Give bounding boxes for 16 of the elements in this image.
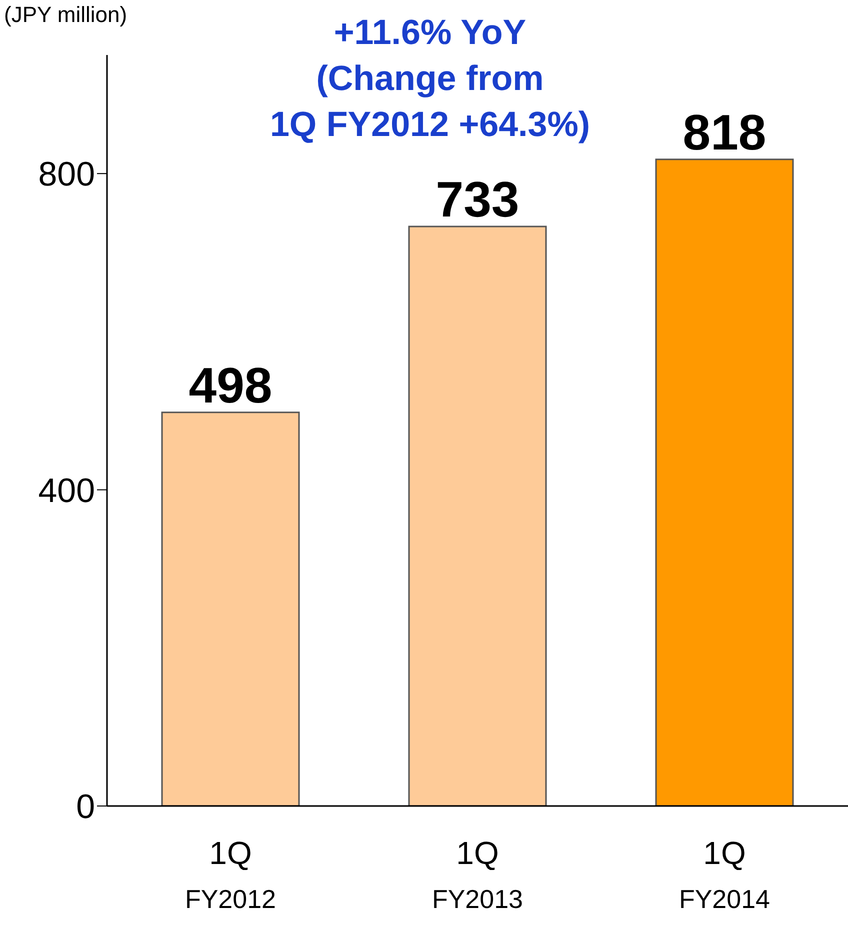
annotation: (Change from xyxy=(315,58,545,100)
y-tick-label: 0 xyxy=(76,788,95,826)
text: +11.6% YoY xyxy=(332,12,528,54)
x-tick-label: 1Q FY2014 xyxy=(678,835,770,914)
x-tick-label: 1Q FY2012 xyxy=(184,835,276,914)
data-label: 733 xyxy=(436,172,520,228)
x-tick-label: 1Q FY2013 xyxy=(432,835,524,914)
y-tick-label: 400 xyxy=(38,472,95,510)
bar xyxy=(408,226,547,806)
y-tick-label: 800 xyxy=(38,156,95,194)
y-axis-title: (JPY million) xyxy=(4,2,128,28)
data-label: 818 xyxy=(682,104,766,160)
data-label: 498 xyxy=(188,357,272,414)
bar xyxy=(655,158,794,806)
bar xyxy=(161,412,300,806)
annotation: 1Q FY2012 +64.3%) xyxy=(268,104,592,146)
